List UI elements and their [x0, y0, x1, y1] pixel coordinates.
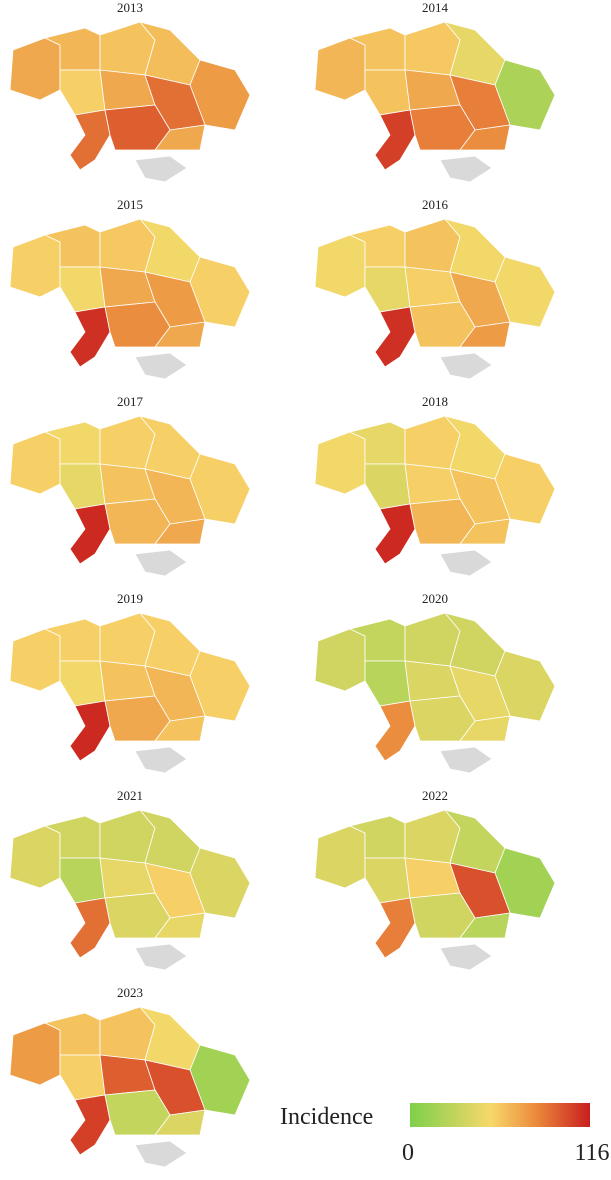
legend-max-label: 116 — [574, 1140, 609, 1166]
no-data-region — [134, 352, 188, 380]
region — [459, 518, 511, 545]
no-data-region — [439, 746, 493, 774]
region — [59, 69, 106, 116]
region — [59, 857, 106, 904]
year-label: 2014 — [422, 0, 449, 15]
no-data-region — [134, 549, 188, 577]
region — [69, 503, 111, 565]
region — [9, 1022, 61, 1086]
region — [9, 628, 61, 692]
region — [59, 660, 106, 707]
region — [314, 825, 366, 889]
region — [374, 897, 416, 959]
map-panel: 2013 — [9, 0, 251, 183]
map-panel: 2019 — [9, 591, 251, 774]
no-data-region — [134, 943, 188, 971]
region — [69, 306, 111, 368]
map-panel: 2016 — [314, 197, 556, 380]
region — [9, 825, 61, 889]
region — [9, 431, 61, 495]
no-data-region — [134, 155, 188, 183]
no-data-region — [439, 943, 493, 971]
region — [154, 715, 206, 742]
region — [154, 912, 206, 939]
map-panel: 2020 — [314, 591, 556, 774]
region — [69, 109, 111, 171]
region — [9, 37, 61, 101]
map-panel: 2022 — [314, 788, 556, 971]
region — [364, 660, 411, 707]
region — [314, 431, 366, 495]
map-panel: 2017 — [9, 394, 251, 577]
year-label: 2013 — [117, 0, 143, 15]
color-bar — [410, 1103, 590, 1127]
region — [314, 37, 366, 101]
region — [154, 518, 206, 545]
region — [364, 266, 411, 313]
region — [154, 124, 206, 151]
region — [374, 700, 416, 762]
region — [364, 857, 411, 904]
map-panel: 2023 — [9, 985, 251, 1168]
no-data-region — [439, 352, 493, 380]
region — [314, 234, 366, 298]
no-data-region — [439, 155, 493, 183]
year-label: 2016 — [422, 197, 449, 212]
legend-title: Incidence — [280, 1104, 373, 1130]
region — [374, 109, 416, 171]
legend-min-label: 0 — [402, 1140, 414, 1166]
region — [154, 1109, 206, 1136]
year-label: 2015 — [117, 197, 143, 212]
year-label: 2017 — [117, 394, 144, 409]
year-label: 2020 — [422, 591, 448, 606]
region — [69, 1094, 111, 1156]
no-data-region — [134, 746, 188, 774]
region — [154, 321, 206, 348]
map-panel: 2018 — [314, 394, 556, 577]
map-panel: 2015 — [9, 197, 251, 380]
year-label: 2019 — [117, 591, 143, 606]
year-label: 2022 — [422, 788, 448, 803]
region — [459, 912, 511, 939]
year-label: 2023 — [117, 985, 143, 1000]
region — [364, 463, 411, 510]
region — [59, 1054, 106, 1101]
year-label: 2018 — [422, 394, 448, 409]
region — [69, 700, 111, 762]
region — [459, 715, 511, 742]
region — [9, 234, 61, 298]
region — [459, 124, 511, 151]
no-data-region — [134, 1140, 188, 1168]
region — [59, 463, 106, 510]
year-label: 2021 — [117, 788, 143, 803]
map-panel: 2014 — [314, 0, 556, 183]
region — [69, 897, 111, 959]
map-panel: 2021 — [9, 788, 251, 971]
region — [374, 306, 416, 368]
region — [314, 628, 366, 692]
region — [364, 69, 411, 116]
region — [459, 321, 511, 348]
region — [59, 266, 106, 313]
region — [374, 503, 416, 565]
no-data-region — [439, 549, 493, 577]
